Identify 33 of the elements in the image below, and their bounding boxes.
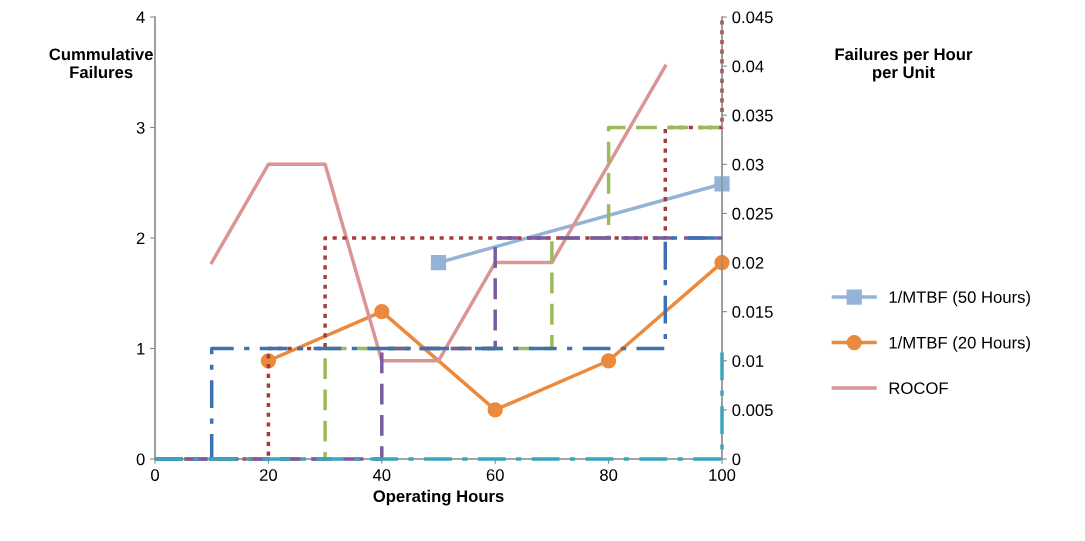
y-axis-title: Cummulative Failures [49,47,153,79]
y-tick-label: 4 [136,11,145,24]
x-tick-label: 40 [372,469,391,481]
y-tick-label: 0 [136,453,145,466]
point [487,402,503,418]
line-series [209,64,668,363]
y-tick-label: 1 [137,343,145,355]
y2-tick-label: 0.025 [732,207,773,220]
y2-tick-label: 0.03 [732,158,764,171]
y2-tick-label: 0 [732,453,741,466]
legend-label: 1/MTBF (50 Hours) [889,290,1030,307]
y2-tick-label: 0.02 [732,256,764,269]
y2-tick-label: 0.04 [732,60,764,73]
x-tick-label: 0 [151,469,159,481]
y2-tick-label: 0.01 [732,355,764,367]
y2-tick-label: 0.045 [732,11,773,24]
point [600,353,617,369]
legend-label: ROCOF [889,382,948,395]
y-tick-label: 2 [136,232,145,245]
x-tick-label: 80 [600,469,618,481]
x-tick-label: 100 [709,469,736,481]
y-tick-label: 3 [136,121,145,134]
y2-tick-label: 0.035 [732,109,773,122]
x-tick-label: 60 [486,469,504,481]
y2-tick-label: 0.005 [732,404,773,417]
point [374,304,390,320]
y2-tick-label: 0.015 [732,306,773,318]
x-axis-title: Operating Hours [373,489,504,506]
x-tick-label: 20 [259,469,278,481]
legend-label: 1/MTBF (20 Hours) [889,336,1030,352]
point [714,176,730,192]
y2-axis-title: Failures per Hour per Unit [835,47,973,82]
point [430,254,447,271]
